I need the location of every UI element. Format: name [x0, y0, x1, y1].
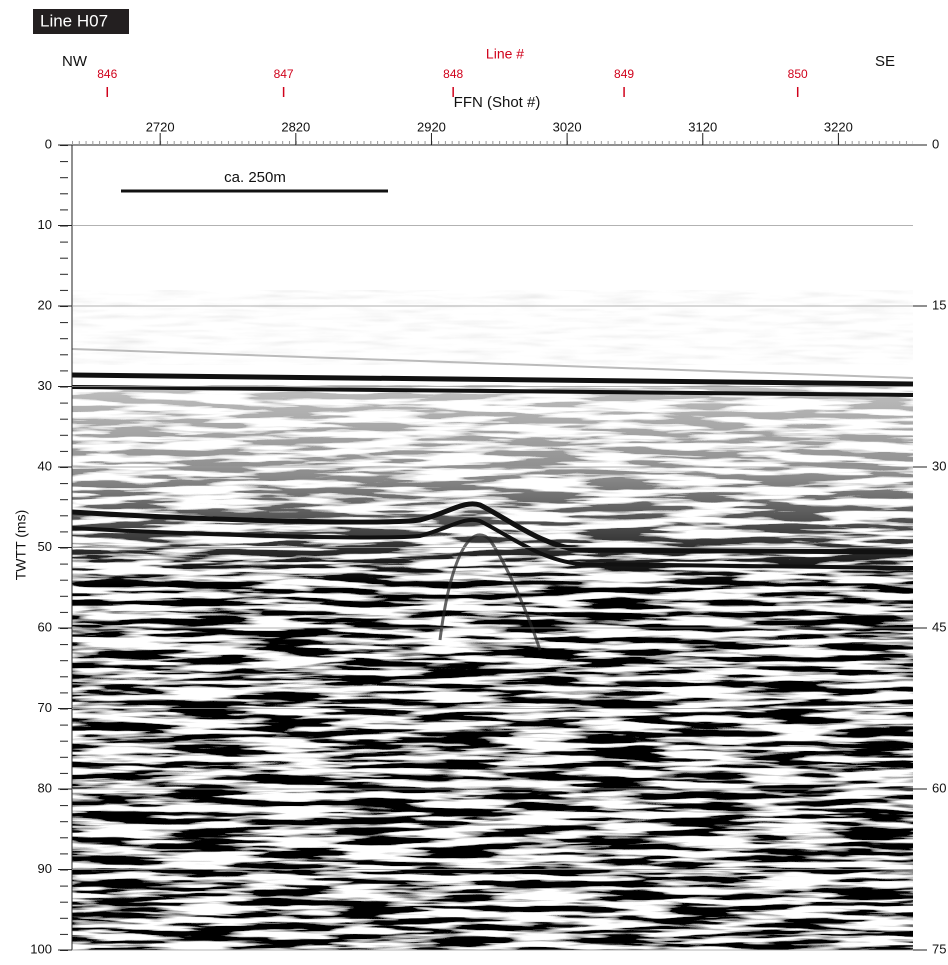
- chart-title: Line H07: [40, 11, 108, 30]
- y2-tick-label: 75: [932, 941, 946, 956]
- x-tick-label: 2920: [417, 119, 446, 134]
- line-axis-label: Line #: [486, 46, 524, 62]
- scale-bar-label: ca. 250m: [224, 169, 286, 186]
- fade-overlay: [72, 385, 913, 585]
- x-tick-label: 3120: [688, 119, 717, 134]
- line-marker-label: 848: [443, 67, 463, 81]
- line-marker-label: 847: [274, 67, 294, 81]
- seafloor-reflector: [71, 385, 914, 397]
- y2-tick-label: 45: [932, 619, 946, 634]
- direction-left: NW: [62, 53, 88, 70]
- y-tick-label: 60: [38, 619, 52, 634]
- y-tick-label: 80: [38, 780, 52, 795]
- water-noise: [72, 290, 913, 365]
- y-tick-label: 40: [38, 458, 52, 473]
- y-tick-label: 10: [38, 217, 52, 232]
- line-marker-label: 850: [788, 67, 808, 81]
- x-axis-label: FFN (Shot #): [454, 94, 541, 111]
- seismic-image: [71, 290, 914, 950]
- x-tick-label: 3020: [553, 119, 582, 134]
- x-tick-label: 2820: [281, 119, 310, 134]
- seafloor-reflector: [71, 372, 914, 387]
- direction-right: SE: [875, 53, 895, 70]
- x-tick-label: 2720: [146, 119, 175, 134]
- strong-reflector: [71, 517, 914, 570]
- y-tick-label: 90: [38, 861, 52, 876]
- line-marker-label: 849: [614, 67, 634, 81]
- y-tick-label: 50: [38, 539, 52, 554]
- line-marker-label: 846: [97, 67, 117, 81]
- title-box: [33, 9, 129, 34]
- strong-reflector: [71, 501, 914, 555]
- y2-tick-label: 0: [932, 136, 939, 151]
- y-tick-label: 0: [45, 136, 52, 151]
- y-tick-label: 70: [38, 700, 52, 715]
- y2-tick-label: 60: [932, 780, 946, 795]
- y-axis-label: TWTT (ms): [13, 510, 29, 581]
- y2-tick-label: 30: [932, 458, 946, 473]
- x-tick-label: 3220: [824, 119, 853, 134]
- y-tick-label: 30: [38, 378, 52, 393]
- y-tick-label: 100: [30, 941, 52, 956]
- seafloor-multiple: [71, 348, 914, 379]
- minor-ticks-x: [72, 137, 913, 145]
- y2-tick-label: 15: [932, 297, 946, 312]
- anticline: [438, 533, 542, 651]
- y-tick-label: 20: [38, 297, 52, 312]
